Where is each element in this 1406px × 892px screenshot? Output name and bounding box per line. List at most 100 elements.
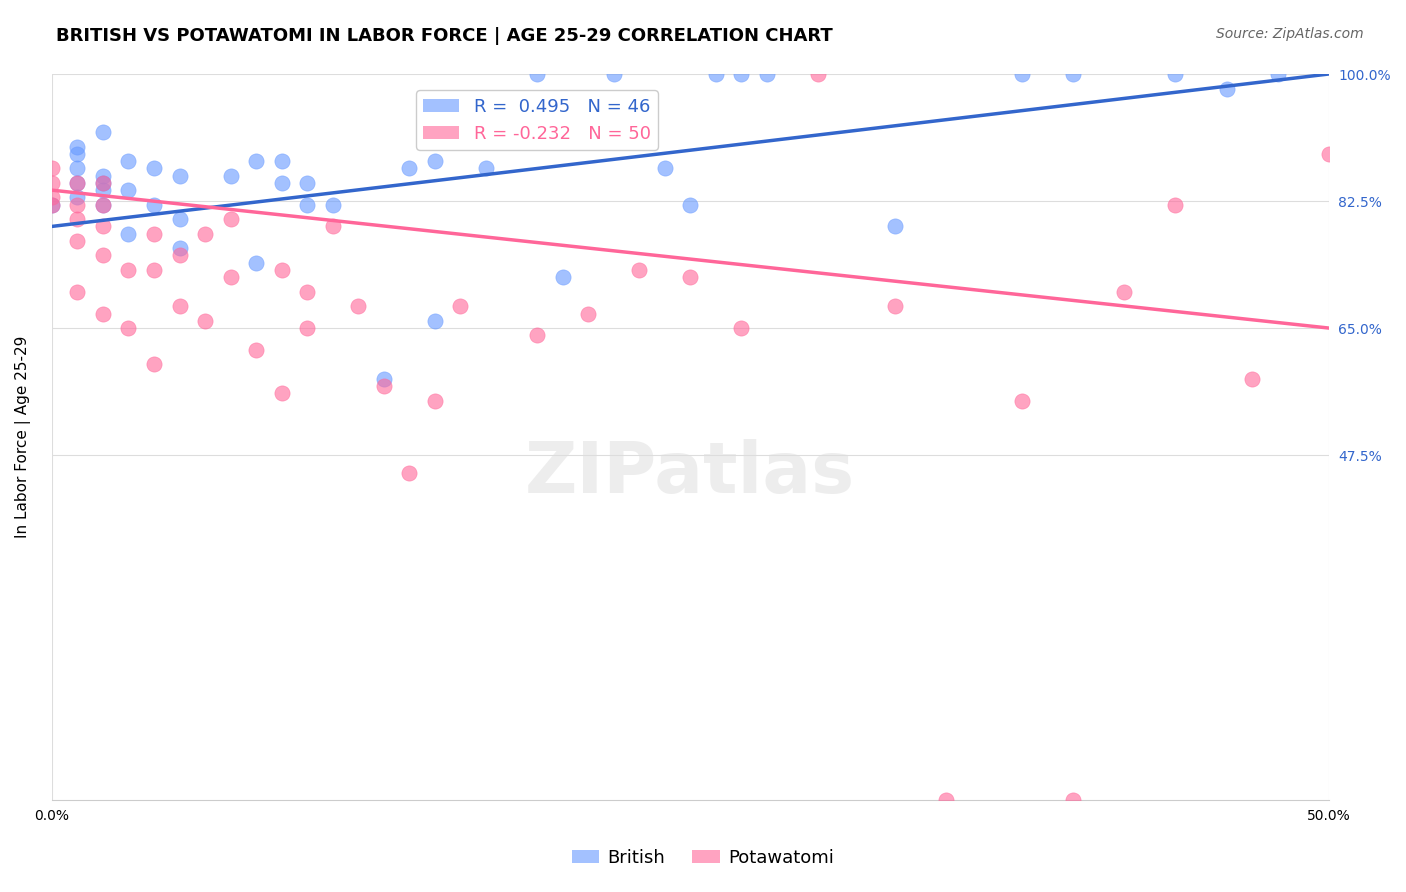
Point: [169, 248, 191, 262]
Point: [117, 154, 139, 169]
Point: [143, 357, 166, 371]
Text: BRITISH VS POTAWATOMI IN LABOR FORCE | AGE 25-29 CORRELATION CHART: BRITISH VS POTAWATOMI IN LABOR FORCE | A…: [56, 27, 832, 45]
Point: [66, 197, 89, 211]
Point: [1011, 393, 1033, 408]
Point: [730, 67, 752, 81]
Point: [91, 183, 114, 197]
Point: [423, 154, 446, 169]
Point: [143, 197, 166, 211]
Point: [245, 343, 267, 357]
Point: [883, 219, 905, 234]
Point: [91, 125, 114, 139]
Point: [219, 169, 242, 183]
Point: [1062, 67, 1084, 81]
Text: ZIPatlas: ZIPatlas: [526, 439, 855, 508]
Text: Source: ZipAtlas.com: Source: ZipAtlas.com: [1216, 27, 1364, 41]
Point: [91, 248, 114, 262]
Point: [730, 321, 752, 335]
Point: [219, 270, 242, 285]
Point: [679, 270, 702, 285]
Point: [883, 299, 905, 313]
Point: [66, 176, 89, 190]
Point: [1317, 146, 1340, 161]
Point: [807, 67, 830, 81]
Point: [270, 263, 292, 277]
Point: [91, 197, 114, 211]
Point: [91, 169, 114, 183]
Legend: British, Potawatomi: British, Potawatomi: [564, 842, 842, 874]
Point: [66, 190, 89, 204]
Point: [423, 314, 446, 328]
Point: [373, 379, 395, 393]
Point: [91, 219, 114, 234]
Point: [245, 256, 267, 270]
Point: [169, 169, 191, 183]
Point: [66, 139, 89, 153]
Point: [679, 197, 702, 211]
Point: [66, 212, 89, 227]
Point: [398, 466, 420, 480]
Point: [117, 183, 139, 197]
Point: [91, 306, 114, 320]
Point: [1062, 793, 1084, 807]
Point: [373, 372, 395, 386]
Point: [449, 299, 471, 313]
Point: [143, 263, 166, 277]
Point: [66, 161, 89, 176]
Legend: R =  0.495   N = 46, R = -0.232   N = 50: R = 0.495 N = 46, R = -0.232 N = 50: [416, 90, 658, 150]
Point: [1164, 67, 1187, 81]
Point: [270, 154, 292, 169]
Point: [1215, 81, 1237, 95]
Point: [1011, 67, 1033, 81]
Point: [194, 314, 217, 328]
Point: [295, 321, 318, 335]
Point: [270, 386, 292, 401]
Point: [270, 176, 292, 190]
Point: [91, 197, 114, 211]
Point: [117, 321, 139, 335]
Point: [143, 227, 166, 241]
Point: [295, 176, 318, 190]
Point: [66, 176, 89, 190]
Y-axis label: In Labor Force | Age 25-29: In Labor Force | Age 25-29: [15, 335, 31, 538]
Point: [169, 212, 191, 227]
Point: [143, 161, 166, 176]
Point: [322, 219, 344, 234]
Point: [475, 161, 498, 176]
Point: [704, 67, 727, 81]
Point: [41, 197, 63, 211]
Point: [117, 263, 139, 277]
Point: [194, 227, 217, 241]
Point: [935, 793, 957, 807]
Point: [1267, 67, 1289, 81]
Point: [66, 234, 89, 248]
Point: [322, 197, 344, 211]
Point: [602, 67, 624, 81]
Point: [295, 285, 318, 299]
Point: [398, 161, 420, 176]
Point: [1164, 197, 1187, 211]
Point: [423, 393, 446, 408]
Point: [219, 212, 242, 227]
Point: [526, 67, 548, 81]
Point: [245, 154, 267, 169]
Point: [295, 197, 318, 211]
Point: [41, 197, 63, 211]
Point: [1241, 372, 1264, 386]
Point: [1114, 285, 1136, 299]
Point: [628, 263, 651, 277]
Point: [169, 299, 191, 313]
Point: [576, 306, 599, 320]
Point: [66, 285, 89, 299]
Point: [117, 227, 139, 241]
Point: [66, 146, 89, 161]
Point: [654, 161, 676, 176]
Point: [91, 176, 114, 190]
Point: [755, 67, 778, 81]
Point: [41, 190, 63, 204]
Point: [526, 328, 548, 343]
Point: [551, 270, 574, 285]
Point: [347, 299, 370, 313]
Point: [41, 161, 63, 176]
Point: [91, 176, 114, 190]
